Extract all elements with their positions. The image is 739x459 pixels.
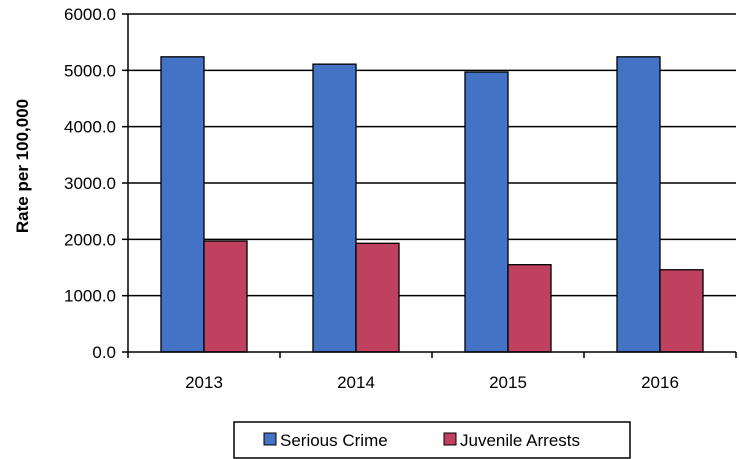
legend-label: Serious Crime — [280, 431, 388, 450]
y-tick-label: 0.0 — [92, 343, 116, 362]
x-tick-label: 2014 — [337, 373, 375, 392]
y-tick-label: 4000.0 — [64, 118, 116, 137]
x-tick-label: 2016 — [641, 373, 679, 392]
x-tick-label: 2015 — [489, 373, 527, 392]
bar-juvenile-arrests — [203, 240, 248, 353]
y-tick-labels: 0.0 1000.0 2000.0 3000.0 4000.0 5000.0 6000.0 — [64, 5, 116, 362]
bar-serious-crime — [160, 56, 205, 353]
bar-juvenile-arrests — [507, 264, 552, 353]
bar-serious-crime — [312, 63, 357, 353]
legend-label: Juvenile Arrests — [460, 431, 580, 450]
legend: Serious Crime Juvenile Arrests — [233, 421, 631, 459]
bar-juvenile-arrests — [355, 242, 400, 353]
y-tick-label: 1000.0 — [64, 287, 116, 306]
y-tick-label: 3000.0 — [64, 174, 116, 193]
legend-box — [233, 421, 631, 459]
legend-swatch — [263, 432, 277, 446]
y-tick-label: 2000.0 — [64, 230, 116, 249]
y-tick-label: 6000.0 — [64, 5, 116, 24]
bars — [160, 56, 704, 353]
bar-serious-crime — [616, 56, 661, 353]
legend-swatch — [443, 432, 457, 446]
axes — [122, 13, 737, 358]
bar-serious-crime — [464, 71, 509, 353]
y-axis-title: Rate per 100,000 — [13, 99, 32, 233]
y-tick-label: 5000.0 — [64, 61, 116, 80]
bar-juvenile-arrests — [659, 269, 704, 353]
x-tick-labels: 2013 2014 2015 2016 — [185, 373, 679, 392]
x-tick-label: 2013 — [185, 373, 223, 392]
